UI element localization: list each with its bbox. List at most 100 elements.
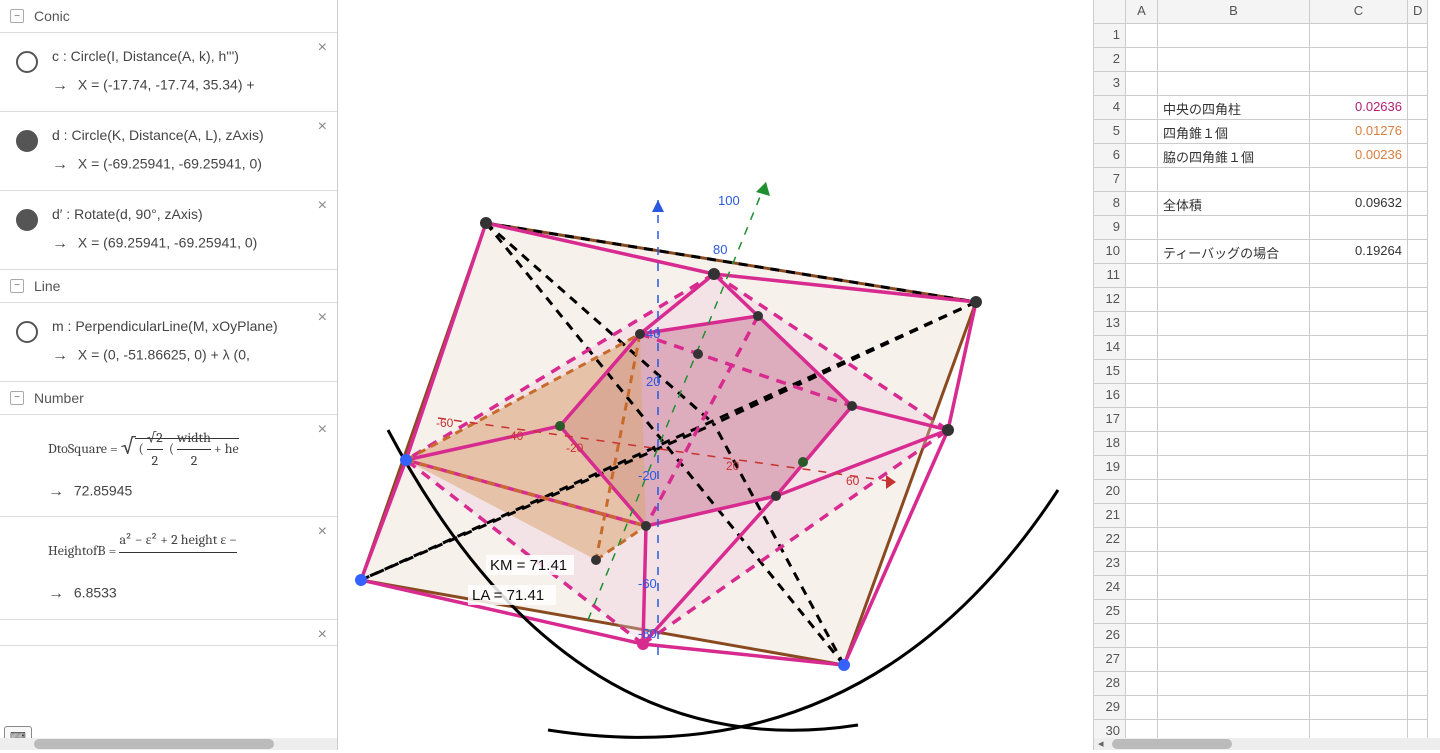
cell[interactable] xyxy=(1310,168,1408,192)
cell[interactable] xyxy=(1408,48,1428,72)
cell[interactable] xyxy=(1310,600,1408,624)
cell[interactable] xyxy=(1408,216,1428,240)
cell[interactable] xyxy=(1126,672,1158,696)
cell[interactable] xyxy=(1158,672,1310,696)
cell[interactable] xyxy=(1408,336,1428,360)
cell[interactable] xyxy=(1158,456,1310,480)
cell[interactable] xyxy=(1126,288,1158,312)
cell[interactable] xyxy=(1126,504,1158,528)
cell[interactable] xyxy=(1408,576,1428,600)
cell[interactable] xyxy=(1158,312,1310,336)
cell[interactable] xyxy=(1310,624,1408,648)
cell[interactable]: 中央の四角柱 xyxy=(1158,96,1310,120)
cell[interactable] xyxy=(1310,336,1408,360)
cell[interactable] xyxy=(1126,264,1158,288)
column-header[interactable] xyxy=(1094,0,1126,24)
cell[interactable] xyxy=(1126,24,1158,48)
row-header[interactable]: 27 xyxy=(1094,648,1126,672)
algebra-item[interactable]: × HeightofB = a² − ε² + 2 height ε − → 6… xyxy=(0,517,337,619)
cell[interactable] xyxy=(1408,432,1428,456)
cell[interactable] xyxy=(1310,408,1408,432)
category-header-number[interactable]: − Number xyxy=(0,382,337,415)
cell[interactable] xyxy=(1126,648,1158,672)
column-header[interactable]: A xyxy=(1126,0,1158,24)
cell[interactable] xyxy=(1126,72,1158,96)
cell[interactable] xyxy=(1126,96,1158,120)
cell[interactable]: 0.09632 xyxy=(1310,192,1408,216)
cell[interactable] xyxy=(1158,600,1310,624)
cell[interactable] xyxy=(1158,408,1310,432)
cell[interactable] xyxy=(1408,144,1428,168)
cell[interactable] xyxy=(1158,480,1310,504)
cell[interactable] xyxy=(1158,360,1310,384)
cell[interactable] xyxy=(1310,384,1408,408)
graphics-3d-view[interactable]: -60 -40 -20 20 60 100 80 40 20 -20 -60 -… xyxy=(338,0,1093,750)
cell[interactable] xyxy=(1126,192,1158,216)
cell[interactable] xyxy=(1126,408,1158,432)
cell[interactable] xyxy=(1310,432,1408,456)
cell[interactable] xyxy=(1126,696,1158,720)
cell[interactable] xyxy=(1408,672,1428,696)
close-icon[interactable]: × xyxy=(318,523,327,541)
cell[interactable] xyxy=(1126,360,1158,384)
collapse-btn[interactable]: − xyxy=(10,9,24,23)
cell[interactable] xyxy=(1408,168,1428,192)
row-header[interactable]: 4 xyxy=(1094,96,1126,120)
collapse-btn[interactable]: − xyxy=(10,391,24,405)
column-header[interactable]: D xyxy=(1408,0,1428,24)
algebra-item[interactable]: × d : Circle(K, Distance(A, L), zAxis) →… xyxy=(0,112,337,191)
row-header[interactable]: 10 xyxy=(1094,240,1126,264)
category-header-line[interactable]: − Line xyxy=(0,270,337,303)
cell[interactable]: 全体積 xyxy=(1158,192,1310,216)
row-header[interactable]: 1 xyxy=(1094,24,1126,48)
row-header[interactable]: 12 xyxy=(1094,288,1126,312)
cell[interactable] xyxy=(1408,648,1428,672)
cell[interactable] xyxy=(1310,72,1408,96)
cell[interactable] xyxy=(1126,480,1158,504)
cell[interactable] xyxy=(1158,432,1310,456)
row-header[interactable]: 14 xyxy=(1094,336,1126,360)
algebra-scroll[interactable]: − Conic × c : Circle(I, Distance(A, k), … xyxy=(0,0,337,722)
visibility-toggle[interactable] xyxy=(16,51,38,73)
cell[interactable] xyxy=(1126,144,1158,168)
cell[interactable] xyxy=(1158,168,1310,192)
cell[interactable] xyxy=(1408,288,1428,312)
cell[interactable] xyxy=(1158,648,1310,672)
cell[interactable] xyxy=(1408,696,1428,720)
row-header[interactable]: 17 xyxy=(1094,408,1126,432)
row-header[interactable]: 16 xyxy=(1094,384,1126,408)
cell[interactable] xyxy=(1408,360,1428,384)
cell[interactable] xyxy=(1408,120,1428,144)
cell[interactable] xyxy=(1310,288,1408,312)
close-icon[interactable]: × xyxy=(318,309,327,327)
cell[interactable] xyxy=(1408,264,1428,288)
cell[interactable] xyxy=(1310,672,1408,696)
cell[interactable] xyxy=(1310,576,1408,600)
cell[interactable] xyxy=(1408,408,1428,432)
close-icon[interactable]: × xyxy=(318,118,327,136)
cell[interactable] xyxy=(1158,264,1310,288)
cell[interactable]: 0.00236 xyxy=(1310,144,1408,168)
column-header[interactable]: C xyxy=(1310,0,1408,24)
cell[interactable]: 0.01276 xyxy=(1310,120,1408,144)
row-header[interactable]: 11 xyxy=(1094,264,1126,288)
cell[interactable] xyxy=(1126,216,1158,240)
close-icon[interactable]: × xyxy=(318,197,327,215)
cell[interactable] xyxy=(1158,72,1310,96)
row-header[interactable]: 24 xyxy=(1094,576,1126,600)
cell[interactable] xyxy=(1158,24,1310,48)
cell[interactable] xyxy=(1126,432,1158,456)
cell[interactable] xyxy=(1310,24,1408,48)
row-header[interactable]: 26 xyxy=(1094,624,1126,648)
algebra-item[interactable]: × xyxy=(0,620,337,646)
category-header-conic[interactable]: − Conic xyxy=(0,0,337,33)
close-icon[interactable]: × xyxy=(318,39,327,57)
cell[interactable] xyxy=(1408,240,1428,264)
collapse-btn[interactable]: − xyxy=(10,279,24,293)
algebra-item[interactable]: × d′ : Rotate(d, 90°, zAxis) → X = (69.2… xyxy=(0,191,337,270)
cell[interactable] xyxy=(1158,528,1310,552)
cell[interactable] xyxy=(1310,480,1408,504)
cell[interactable] xyxy=(1126,624,1158,648)
algebra-item[interactable]: × c : Circle(I, Distance(A, k), h''') → … xyxy=(0,33,337,112)
cell[interactable] xyxy=(1126,384,1158,408)
